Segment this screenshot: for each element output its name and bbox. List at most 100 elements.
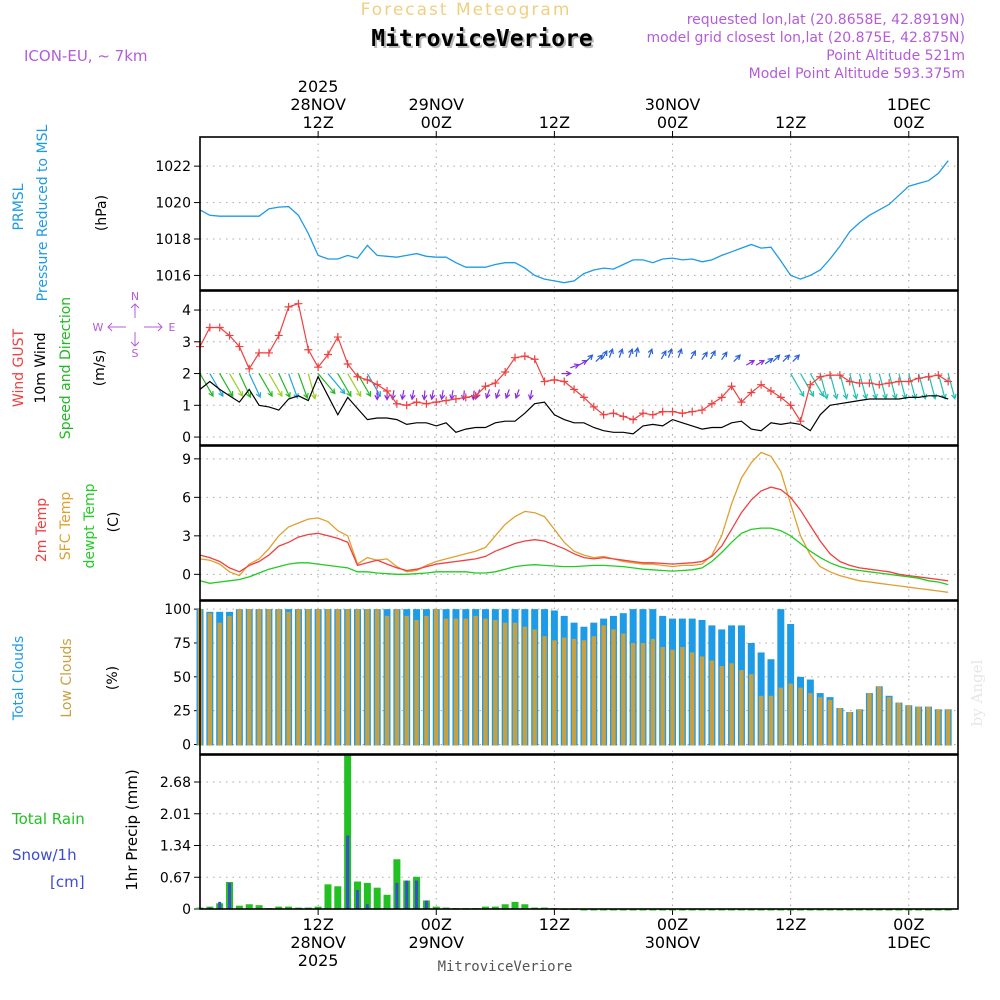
bottom-time-label: 29NOV [408,933,464,952]
y-tick-label: 1020 [155,196,191,212]
panel-side-label: dewpt Temp [82,483,98,568]
low-cloud-bar [335,609,341,746]
low-cloud-bar [749,674,754,746]
rain-bar [344,755,352,909]
wind-direction-arrow [888,373,898,400]
wind-direction-arrow [317,373,336,395]
wind-arrow-shaft [628,348,633,358]
low-cloud-bar [414,619,419,746]
bottom-time-label: 28NOV [290,933,346,952]
low-cloud-bar [207,613,213,746]
wind-direction-arrow [278,373,291,399]
bottom-time-label: 00Z [893,915,924,934]
wind-direction-arrow [209,373,224,398]
wind-arrow-shaft [570,364,580,369]
wind-direction-arrow [764,357,774,365]
snow-bar [218,901,222,909]
clouds-panel: 0 25 50 75 100 [164,600,959,755]
wind-gust-marker [619,412,628,421]
wind-direction-arrow [578,359,588,366]
wind-gust-marker [304,345,313,354]
wind-gust-marker [599,410,608,419]
wind-gust-marker [698,406,707,415]
wind-arrow-head [587,354,594,361]
wind-arrow-shaft [790,373,805,397]
wind-gust-marker [579,393,588,402]
rain-bar [245,904,253,909]
low-cloud-bar [512,622,518,746]
low-cloud-bar [502,622,508,746]
low-cloud-bar [394,609,400,746]
wind-gust-marker [885,379,894,388]
wind-arrow-head [628,347,634,355]
snow-bar [346,835,350,909]
wind-arrow-shaft [701,351,708,361]
wind-gust-marker [323,350,332,359]
wind-arrow-shaft [411,390,415,400]
compass-south: S [132,347,139,360]
compass-horizontal-arrows [107,322,163,332]
wind-gust-marker [392,399,401,408]
low-cloud-bar [699,656,705,746]
wind-gust-marker [944,377,953,386]
wind-direction-arrow [667,347,673,358]
wind-arrow-head [842,393,849,400]
rain-bar [275,906,283,909]
low-cloud-bar [581,640,587,746]
wind-arrow-shaft [450,390,454,400]
wind-arrow-shaft [660,350,667,360]
wind-gust-marker [747,388,756,397]
wind-arrow-shaft [878,373,887,399]
compass-vertical-arrows [130,303,140,347]
low-cloud-bar [286,611,291,746]
low-cloud-bar [936,709,941,746]
wind-direction-arrow [561,370,572,377]
wind-gust-marker [314,363,323,372]
low-cloud-bar [493,619,498,746]
wind-gust-marker [638,409,647,418]
wind-gust-marker [737,398,746,407]
wind-arrow-head [749,359,756,366]
wind-arrow-shaft [772,354,780,363]
wind-arrow-head [618,347,624,355]
wind-arrow-head [384,394,390,401]
wind-gust-marker [402,401,411,410]
wind-arrow-shaft [764,358,773,365]
low-cloud-bar [798,687,803,746]
wind-compass: N S W E [93,290,176,360]
wind-arrow-shaft [347,373,362,397]
wind-gust-marker [294,299,303,308]
panel-side-label: (m/s) [92,350,108,387]
wind-arrow-shaft [733,354,741,363]
wind-direction-arrow [755,359,766,366]
wind-arrow-shaft [278,373,291,398]
model-name: ICON-EU, ~ 7km [24,47,148,65]
low-cloud-bar [837,707,843,746]
wind-arrow-head [485,392,491,400]
wind-arrow-shaft [401,390,405,400]
low-cloud-bar [296,609,301,746]
top-time-label: 28NOV [290,95,346,114]
wind-arrow-head [690,349,696,357]
y-tick-label: 1.34 [160,839,191,855]
top-time-label: 2025 [298,77,339,96]
wind-arrow-shaft [209,373,224,397]
wind-gust-marker [658,407,667,416]
wind-arrow-shaft [648,348,653,358]
low-cloud-bar [788,683,793,746]
wind-arrow-head [602,349,608,357]
wind-direction-arrow [792,354,801,363]
low-cloud-bar [591,636,596,746]
wind-arrow-head [439,394,446,401]
pressure-panel: 1016 1018 1020 1022 [155,136,959,291]
wind-gust-marker [796,417,805,426]
top-time-label: 1DEC [887,95,931,114]
wind-arrow-shaft [431,390,434,400]
low-cloud-bar [877,686,882,746]
wind-arrow-head [346,391,352,398]
rain-bar [373,887,381,909]
y-tick-label: 1016 [155,268,191,284]
wind-arrow-shaft [608,348,614,358]
total-cloud-bar [777,609,785,746]
wind-direction-arrow [494,389,501,400]
